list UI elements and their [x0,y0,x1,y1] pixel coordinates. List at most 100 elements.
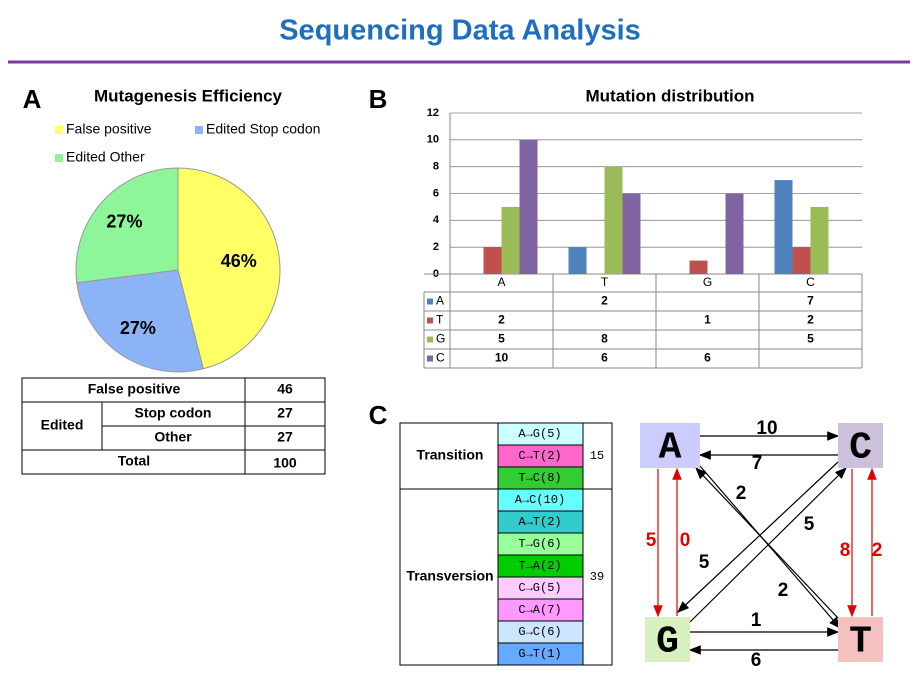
legend-swatch [427,355,433,362]
mutation-label: T→C(8) [518,471,561,485]
table-value: 2 [601,294,608,308]
group-label: Transversion [406,568,493,584]
edge-label: 7 [752,453,763,474]
table-cell: Edited [41,417,84,433]
table-value: 2 [807,313,814,327]
legend-swatch [427,317,433,324]
graph-arrows [653,431,877,655]
mutation-label: C→A(7) [518,603,561,617]
table-value: 10 [495,351,509,365]
y-tick-label: 10 [427,134,439,146]
edge-label: 5 [646,530,657,551]
panel-label: B [369,84,388,114]
bar [501,206,520,274]
table-cell: 46 [277,381,293,397]
legend-label: G [436,332,445,346]
edge-label: 2 [872,540,883,561]
y-tick-label: 2 [433,241,439,253]
table-a [21,377,326,475]
data-label: 46% [221,251,257,271]
mutation-label: A→C(10) [515,493,565,507]
legend-swatch [55,126,63,134]
mutation-label: G→C(6) [518,625,561,639]
table-value: 1 [704,313,711,327]
bar [725,193,744,274]
bar [604,166,623,274]
node [838,617,883,662]
y-tick-label: 4 [433,214,440,226]
x-tick-label: C [806,275,815,289]
y-tick-label: 6 [433,187,439,199]
table-cell: False positive [88,381,181,397]
mutation-label: A→G(5) [518,427,561,441]
bar [792,247,811,274]
table-cell: Total [118,453,150,469]
legend-label: T [436,313,444,327]
bar [483,247,502,274]
table-cell: Other [154,429,192,445]
legend-swatch [195,126,203,134]
node-label: C [849,427,872,470]
table-value: 2 [498,313,505,327]
x-tick-label: T [601,275,609,289]
table-value: 7 [807,294,814,308]
node [645,617,690,662]
table-cell: Stop codon [135,405,212,421]
mutation-cell [497,642,584,666]
bar [622,193,641,274]
legend-swatch [55,154,63,162]
pie-slice [177,167,281,370]
mutation-label: T→G(6) [518,537,561,551]
node-label: T [849,621,872,664]
pie-slice [75,167,179,284]
legend-label: C [436,351,445,365]
node-label: A [659,427,682,470]
data-label: 27% [106,212,142,232]
edge-label: 2 [736,483,747,504]
mutation-label: C→T(2) [518,449,561,463]
edge-label: 5 [699,552,710,573]
legend-swatch [427,336,433,343]
table-value: 8 [601,332,608,346]
group-count: 15 [590,449,604,463]
group-count: 39 [590,570,604,584]
bar [568,247,587,274]
bar [810,206,829,274]
edge-label: 10 [756,418,777,439]
node [838,423,883,468]
y-tick-label: 12 [427,107,439,119]
group-label: Transition [417,447,484,463]
y-tick-label: 8 [433,161,439,173]
edge-label: 6 [751,650,762,671]
table-value: 5 [498,332,505,346]
legend-label: Edited Other [66,149,145,165]
slide-title: Sequencing Data Analysis [279,15,641,47]
mutation-label: T→A(2) [518,559,561,573]
data-label: 27% [120,318,156,338]
edge-label: 5 [804,514,815,535]
mutation-label: C→G(5) [518,581,561,595]
edge-label: 1 [751,610,762,631]
table-cell: 100 [273,455,297,471]
panel-label: C [369,400,388,430]
table-value: 6 [601,351,608,365]
node-label: G [656,621,679,664]
bar [774,180,793,274]
x-tick-label: G [703,275,712,289]
table-cell: 27 [277,429,293,445]
legend-label: A [436,294,444,308]
edge-label: 2 [778,580,789,601]
panel-label: A [23,84,42,114]
table-value: 5 [807,332,814,346]
edge-label: 0 [680,530,691,551]
chart-title: Mutation distribution [585,86,754,105]
legend-label: False positive [66,121,152,137]
table-value: 6 [704,351,711,365]
mutation-label: G→T(1) [518,647,561,661]
edge-label: 8 [840,540,851,561]
chart-title: Mutagenesis Efficiency [94,86,283,105]
bar [519,139,538,274]
pie-slice [76,269,204,373]
node [640,423,700,468]
